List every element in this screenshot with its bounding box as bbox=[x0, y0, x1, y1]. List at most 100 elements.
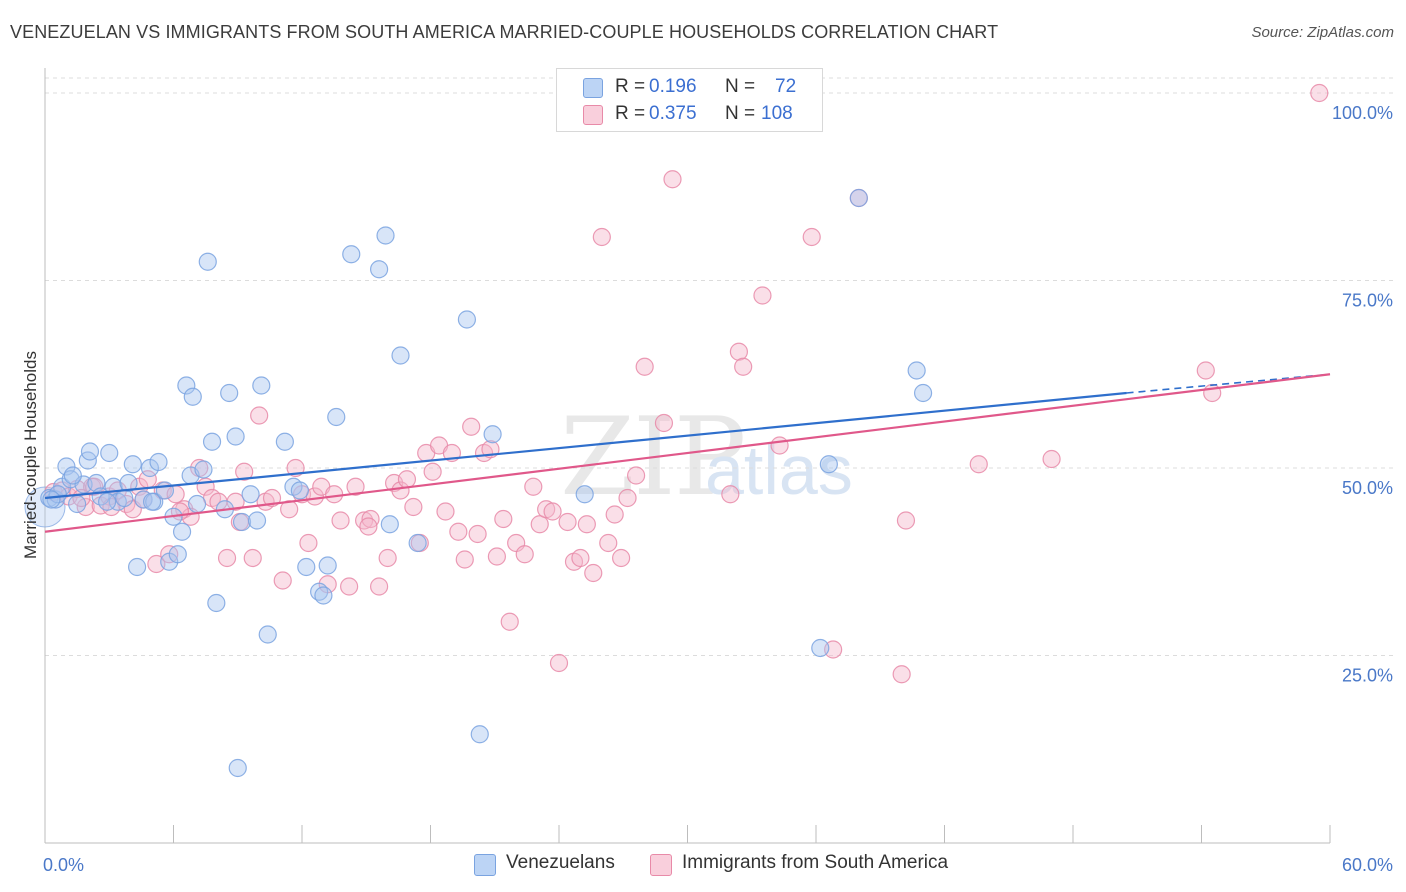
venezuelans-point bbox=[119, 473, 138, 493]
immigrants-point bbox=[455, 550, 474, 569]
venezuelans-point bbox=[100, 443, 119, 463]
immigrants-point bbox=[487, 547, 506, 566]
immigrants-point bbox=[361, 509, 380, 529]
venezuelans-point bbox=[198, 252, 217, 271]
immigrants-point bbox=[729, 342, 749, 361]
venezuelans-point bbox=[142, 492, 162, 511]
venezuelans-point bbox=[226, 427, 245, 446]
venezuelans-point bbox=[183, 387, 202, 406]
venezuelans-point bbox=[123, 455, 142, 474]
immigrants-point bbox=[468, 524, 487, 544]
immigrants-point bbox=[530, 515, 549, 534]
venezuelans-point bbox=[202, 432, 222, 451]
immigrants-point bbox=[626, 466, 646, 485]
venezuelans-point bbox=[172, 522, 192, 541]
immigrants-point bbox=[273, 571, 292, 590]
stats-legend: R = 0.196 N = 72 R = 0.375 N = 108 bbox=[556, 68, 823, 132]
y-tick-label: 75.0% bbox=[1342, 291, 1393, 311]
immigrants-point bbox=[404, 497, 423, 517]
venezuelans-point bbox=[907, 361, 926, 380]
immigrants-point bbox=[635, 357, 654, 376]
bottom-legend-swatch-blue bbox=[474, 854, 496, 876]
immigrants-point bbox=[340, 577, 359, 596]
legend-swatch-pink bbox=[583, 105, 603, 125]
y-tick-label: 100.0% bbox=[1332, 103, 1393, 123]
immigrants-point bbox=[1310, 83, 1329, 103]
legend-r-label: R = bbox=[615, 76, 646, 97]
source-label: Source: ZipAtlas.com bbox=[1251, 24, 1394, 41]
venezuelans-point bbox=[149, 452, 168, 472]
legend-r-value: 0.375 bbox=[649, 103, 697, 124]
legend-swatch-blue bbox=[583, 78, 603, 98]
venezuelans-point bbox=[314, 586, 333, 605]
venezuelans-point bbox=[370, 260, 389, 279]
immigrants-point bbox=[370, 577, 389, 596]
venezuelans-point bbox=[376, 226, 395, 245]
immigrants-point bbox=[770, 436, 789, 455]
venezuelans-point bbox=[297, 557, 316, 577]
venezuelans-point bbox=[483, 425, 502, 444]
immigrants-point bbox=[262, 488, 282, 508]
trend-lines bbox=[44, 373, 1331, 533]
immigrants-trend-line bbox=[44, 373, 1331, 533]
immigrants-point bbox=[235, 462, 254, 481]
immigrants-point bbox=[571, 548, 590, 568]
bottom-legend-swatch-pink bbox=[650, 854, 672, 876]
immigrants-point bbox=[543, 502, 562, 521]
immigrants-point bbox=[226, 492, 245, 511]
immigrants-point bbox=[331, 511, 350, 530]
axes bbox=[44, 68, 1331, 844]
immigrants-point bbox=[612, 548, 631, 568]
immigrants-point bbox=[558, 512, 577, 532]
immigrants-point bbox=[584, 563, 603, 583]
immigrants-point bbox=[250, 406, 269, 425]
immigrants-point bbox=[397, 470, 417, 489]
legend-n-value: 108 bbox=[761, 103, 793, 124]
venezuelans-point bbox=[187, 494, 207, 514]
venezuelans-point bbox=[228, 758, 247, 778]
legend-r-value: 0.196 bbox=[649, 76, 697, 97]
immigrants-point bbox=[654, 413, 674, 433]
venezuelans-point bbox=[115, 488, 134, 508]
venezuelans-point bbox=[290, 481, 309, 500]
venezuelans-point bbox=[87, 473, 106, 493]
immigrants-point bbox=[549, 653, 569, 673]
bottom-legend-label: Venezuelans bbox=[506, 852, 615, 873]
venezuelans-point bbox=[258, 625, 277, 644]
immigrants-point bbox=[1196, 361, 1215, 380]
immigrants-point bbox=[494, 509, 513, 529]
immigrants-point bbox=[500, 612, 519, 631]
venezuelans-point bbox=[342, 245, 361, 264]
venezuelans-point bbox=[811, 638, 830, 658]
venezuelans-point bbox=[252, 376, 271, 395]
immigrants-point bbox=[243, 548, 262, 568]
immigrants-point bbox=[599, 533, 618, 553]
venezuelans-point bbox=[194, 460, 213, 479]
immigrants-point bbox=[1042, 449, 1061, 469]
venezuelans-point bbox=[318, 556, 337, 575]
y-tick-label: 50.0% bbox=[1342, 478, 1393, 498]
venezuelans-point bbox=[408, 533, 427, 553]
legend-row-immigrants: R = 0.375 N = 108 bbox=[557, 102, 822, 128]
immigrants-point bbox=[359, 517, 378, 536]
immigrants-point bbox=[217, 548, 237, 568]
venezuelans-point bbox=[98, 492, 117, 511]
venezuelans-point bbox=[849, 188, 868, 208]
immigrants-point bbox=[462, 417, 481, 436]
immigrants-point bbox=[605, 505, 624, 524]
venezuelans-point bbox=[380, 515, 399, 534]
venezuelans-point bbox=[247, 511, 267, 530]
immigrants-point bbox=[969, 455, 988, 474]
venezuelans-point bbox=[913, 383, 933, 403]
immigrants-point bbox=[896, 511, 916, 530]
legend-row-venezuelans: R = 0.196 N = 72 bbox=[557, 75, 822, 101]
legend-n-label: N = bbox=[725, 76, 756, 97]
tick-labels: 25.0% 50.0% 75.0% 100.0% 0.0% 60.0% bbox=[43, 103, 1393, 875]
venezuelans-point bbox=[241, 485, 260, 504]
venezuelans-point bbox=[42, 490, 61, 509]
immigrants-point bbox=[378, 548, 397, 568]
data-points bbox=[24, 83, 1329, 778]
legend-r-label: R = bbox=[615, 103, 646, 124]
immigrants-point bbox=[515, 545, 534, 564]
immigrants-point bbox=[436, 502, 455, 521]
